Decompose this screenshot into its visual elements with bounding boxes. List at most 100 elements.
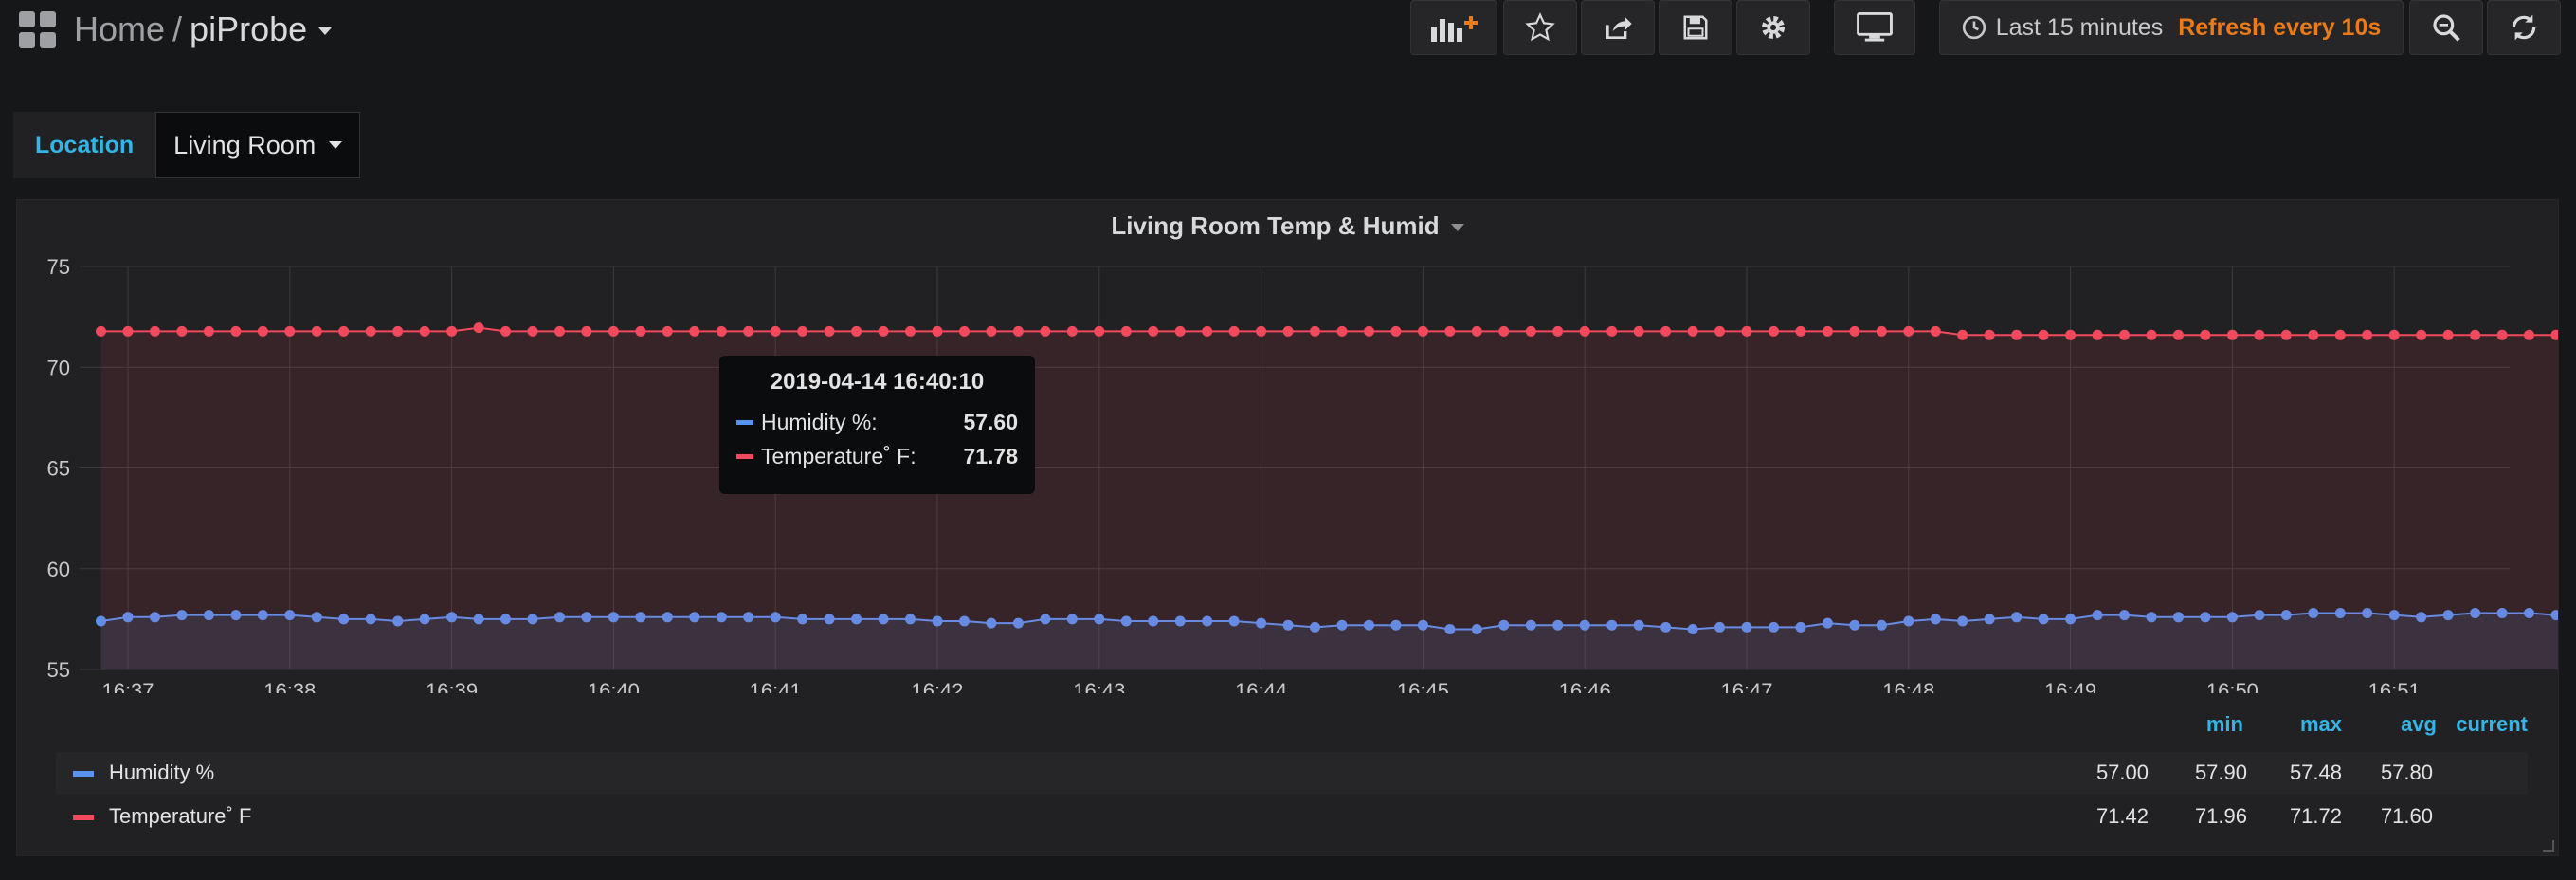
data-point bbox=[392, 325, 404, 337]
data-point bbox=[1741, 621, 1752, 632]
data-point bbox=[2362, 608, 2373, 618]
series-color-swatch[interactable] bbox=[73, 815, 94, 820]
dashboard-grid-icon[interactable] bbox=[19, 11, 57, 49]
data-point bbox=[1148, 325, 1159, 337]
legend-avg: 71.72 bbox=[2289, 804, 2342, 828]
legend-row[interactable]: Temperature˚ F 71.42 71.96 71.72 71.60 bbox=[56, 796, 2528, 837]
data-point bbox=[1148, 615, 1159, 627]
save-button[interactable] bbox=[1659, 0, 1732, 55]
add-panel-button[interactable] bbox=[1410, 0, 1497, 55]
data-point bbox=[2442, 329, 2454, 340]
share-icon bbox=[1606, 17, 1632, 39]
legend-row[interactable]: Humidity % 57.00 57.90 57.48 57.80 bbox=[56, 752, 2528, 794]
data-point bbox=[176, 610, 188, 621]
x-tick-label: 16:43 bbox=[1073, 679, 1125, 693]
data-point bbox=[1228, 615, 1240, 627]
data-point bbox=[257, 610, 268, 621]
data-point bbox=[473, 614, 484, 625]
gear-icon bbox=[1762, 16, 1785, 39]
data-point bbox=[1364, 325, 1374, 337]
data-point bbox=[1012, 617, 1024, 629]
data-point bbox=[1903, 615, 1914, 627]
data-point bbox=[1633, 619, 1644, 631]
data-point bbox=[1903, 325, 1914, 337]
panel-resize-handle[interactable] bbox=[2543, 840, 2554, 852]
x-tick-label: 16:48 bbox=[1882, 679, 1934, 693]
data-point bbox=[1040, 325, 1051, 337]
data-point bbox=[2308, 329, 2319, 340]
data-point bbox=[1202, 615, 1213, 627]
tv-mode-button[interactable] bbox=[1834, 0, 1915, 55]
data-point bbox=[2280, 610, 2292, 621]
data-point bbox=[2226, 612, 2238, 623]
data-point bbox=[1174, 615, 1186, 627]
data-point bbox=[2524, 329, 2534, 340]
data-point bbox=[1282, 619, 1294, 631]
data-point bbox=[2334, 608, 2346, 618]
save-icon bbox=[1683, 15, 1708, 40]
legend-col-current[interactable]: current bbox=[2456, 712, 2528, 736]
x-tick-label: 16:37 bbox=[101, 679, 154, 693]
data-point bbox=[1741, 325, 1752, 337]
legend-col-max[interactable]: max bbox=[2299, 712, 2342, 736]
data-point bbox=[1714, 325, 1725, 337]
data-point bbox=[1660, 621, 1672, 632]
data-point bbox=[1066, 614, 1078, 625]
data-point bbox=[1957, 615, 1968, 627]
data-point bbox=[2038, 614, 2049, 625]
data-point bbox=[1795, 325, 1806, 337]
variable-select-location[interactable]: Living Room bbox=[155, 112, 361, 178]
data-point bbox=[1471, 624, 1482, 634]
data-point bbox=[1769, 325, 1779, 337]
x-tick-label: 16:38 bbox=[263, 679, 316, 693]
variable-label-location: Location bbox=[13, 112, 156, 178]
chevron-down-icon[interactable] bbox=[318, 28, 333, 36]
data-point bbox=[1066, 325, 1078, 337]
data-point bbox=[527, 325, 538, 337]
data-point bbox=[2065, 614, 2077, 625]
refresh-button[interactable] bbox=[2487, 0, 2561, 55]
data-point bbox=[392, 615, 404, 627]
refresh-interval-label: Refresh every 10s bbox=[2178, 13, 2382, 41]
share-button[interactable] bbox=[1581, 0, 1655, 55]
legend-series-name[interactable]: Temperature˚ F bbox=[109, 804, 252, 828]
data-point bbox=[2119, 329, 2130, 340]
chevron-down-icon bbox=[1450, 224, 1464, 232]
graph-chart[interactable]: 55 60 65 70 75 16:37 16:38 16:39 16:40 16:41 16:42… bbox=[17, 200, 2558, 693]
data-point bbox=[311, 325, 322, 337]
data-point bbox=[878, 325, 889, 337]
legend-min: 71.42 bbox=[2095, 804, 2149, 828]
settings-button[interactable] bbox=[1736, 0, 1810, 55]
data-point bbox=[2550, 329, 2558, 340]
series-color-swatch[interactable] bbox=[73, 771, 94, 777]
data-point bbox=[311, 612, 322, 623]
data-point bbox=[284, 325, 296, 337]
zoom-out-button[interactable] bbox=[2409, 0, 2483, 55]
data-point bbox=[959, 325, 970, 337]
data-point bbox=[1579, 619, 1590, 631]
data-point bbox=[2038, 329, 2049, 340]
legend-series-name[interactable]: Humidity % bbox=[109, 761, 215, 784]
data-point bbox=[203, 610, 214, 621]
panel-title[interactable]: Living Room Temp & Humid bbox=[17, 211, 2558, 241]
data-point bbox=[878, 614, 889, 625]
data-point bbox=[608, 612, 619, 623]
data-point bbox=[419, 325, 430, 337]
legend-col-min[interactable]: min bbox=[2205, 712, 2243, 736]
data-point bbox=[203, 325, 214, 337]
data-point bbox=[986, 617, 997, 629]
data-point bbox=[2416, 612, 2427, 623]
dashboard-title[interactable]: piProbe bbox=[190, 9, 308, 48]
time-picker[interactable]: Last 15 minutes Refresh every 10s bbox=[1939, 0, 2404, 55]
breadcrumb-home[interactable]: Home bbox=[74, 9, 166, 48]
star-button[interactable] bbox=[1503, 0, 1577, 55]
data-point bbox=[1633, 325, 1644, 337]
data-point bbox=[1120, 325, 1132, 337]
data-point bbox=[1876, 619, 1887, 631]
data-point bbox=[2524, 608, 2534, 618]
data-point bbox=[1256, 617, 1267, 629]
data-point bbox=[662, 325, 673, 337]
data-point bbox=[1849, 325, 1860, 337]
legend-col-avg[interactable]: avg bbox=[2401, 712, 2437, 736]
data-point bbox=[2550, 610, 2558, 621]
